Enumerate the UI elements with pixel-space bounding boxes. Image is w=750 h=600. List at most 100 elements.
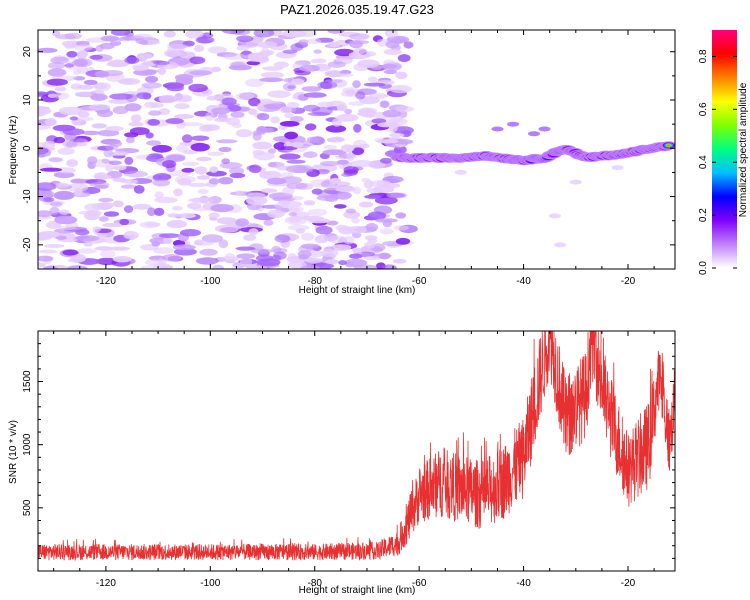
spectrogram-noise-mark [43,244,65,248]
spectrogram-noise-mark [221,158,230,165]
spectrogram-noise-mark [54,86,67,92]
spectrogram-noise-mark [219,227,238,233]
spectrogram-noise-mark [378,252,391,260]
spectrogram-noise-mark [118,78,141,85]
spectrogram-noise-mark [388,132,405,138]
spectrogram-noise-mark [158,94,177,104]
spectrogram-noise-mark [305,123,317,131]
spectrogram-noise-mark [187,182,210,187]
spectrogram-noise-mark [389,85,413,94]
spectrogram-noise-mark [395,212,407,219]
spectrogram-noise-mark [84,203,102,212]
spectrogram-noise-mark [103,149,114,158]
spectrogram-noise-mark [124,103,142,112]
spectrogram-noise-mark [154,191,164,199]
spectrogram-sparse-mark [454,169,467,175]
spectrogram-noise-mark [344,258,368,267]
spectrogram-sparse-mark [491,126,504,132]
spectrogram-noise-mark [112,150,128,156]
spectrogram-noise-mark [77,111,90,118]
spectrogram-noise-mark [112,256,132,263]
spectrogram-noise-mark [109,246,130,251]
spectrogram-noise-mark [162,237,173,245]
spectrogram-noise-mark [151,144,172,153]
spectrogram-noise-mark [46,78,68,86]
spectrogram-noise-mark [274,234,291,243]
spectrogram-noise-mark [376,180,391,188]
spectrogram-noise-mark [280,176,303,184]
spectrogram-noise-mark [147,207,156,217]
spectrogram-noise-mark [236,253,256,259]
spectrogram-noise-mark [307,250,325,258]
spectrogram-noise-mark [190,197,214,204]
spectrogram-noise-mark [336,191,352,200]
spectrogram-noise-mark [136,92,152,100]
spectrogram-noise-mark [338,260,347,266]
spectrogram-noise-mark [123,205,134,214]
spectrogram-noise-mark [174,103,190,110]
spectrogram-noise-mark [379,100,390,108]
spectrogram-noise-mark [306,38,322,44]
spectrogram-noise-mark [54,92,70,100]
spectrogram-noise-mark [303,151,318,158]
spectrogram-noise-mark [369,93,388,99]
spectrogram-noise-mark [392,258,407,264]
spectrogram-noise-mark [288,211,298,217]
spectrogram-noise-mark [350,160,374,168]
spectrogram-noise-mark [128,121,144,127]
spectrogram-noise-mark [351,247,362,253]
spectrogram-noise-mark [337,159,349,165]
spectrogram-noise-mark [55,34,76,40]
spectrogram-noise-mark [174,74,194,81]
spectrogram-noise-mark [100,35,120,42]
spectrogram-noise-mark [345,208,356,214]
snr-x-tick-label: -60 [412,578,427,589]
spectrogram-noise-mark [215,139,238,144]
snr-x-tick-label: -120 [96,578,116,589]
spectrogram-noise-mark [166,84,184,92]
spectrogram-noise-mark [235,92,255,100]
spectrogram-noise-mark [139,221,160,229]
spectrogram-noise-mark [330,244,352,251]
spectrogram-noise-mark [161,254,182,262]
spectrogram-noise-mark [263,219,274,226]
spectrogram-noise-mark [62,249,79,256]
spectrogram-noise-mark [76,116,94,122]
spectrogram-noise-mark [38,262,46,268]
spectrogram-noise-mark [58,106,83,116]
spectrogram-noise-mark [148,110,162,116]
spectrogram-noise-mark [211,107,231,115]
spectrogram-noise-mark [158,233,181,239]
spectrogram-noise-mark [105,126,124,132]
spectrogram-noise-mark [173,188,183,197]
spectrogram-noise-mark [178,51,195,59]
spectrogram-noise-mark [330,73,354,78]
spectrogram-noise-mark [186,202,202,210]
spectrogram-noise-mark [221,97,237,106]
colorbar-tick-label: 0.2 [698,208,709,222]
spectrogram-noise-mark [218,177,234,185]
spectrogram-noise-mark [336,104,348,112]
spectrogram-noise-mark [194,166,207,175]
spectrogram-noise-mark [257,41,278,49]
spectrogram-noise-mark [165,118,184,124]
spectrogram-noise-mark [77,50,89,58]
spectrogram-sparse-mark [507,121,520,127]
spectrogram-noise-mark [279,120,300,127]
spectrogram-noise-mark [210,204,234,213]
spectrogram-x-tick-label: -20 [621,276,636,287]
spectrogram-noise-mark [317,101,335,107]
spectrogram-noise-mark [319,160,341,167]
spectrogram-y-label: Frequency (Hz) [8,116,19,185]
spectrogram-noise-mark [367,76,378,83]
spectrogram-noise-mark [357,59,380,68]
spectrogram-noise-mark [43,197,55,203]
spectrogram-noise-mark [395,105,414,113]
spectrogram-noise-mark [49,206,60,215]
spectrogram-noise-mark [267,209,285,218]
spectrogram-noise-mark [112,200,124,208]
spectrogram-noise-mark [44,118,57,126]
spectrogram-noise-mark [392,138,414,145]
spectrogram-noise-mark [164,49,182,58]
